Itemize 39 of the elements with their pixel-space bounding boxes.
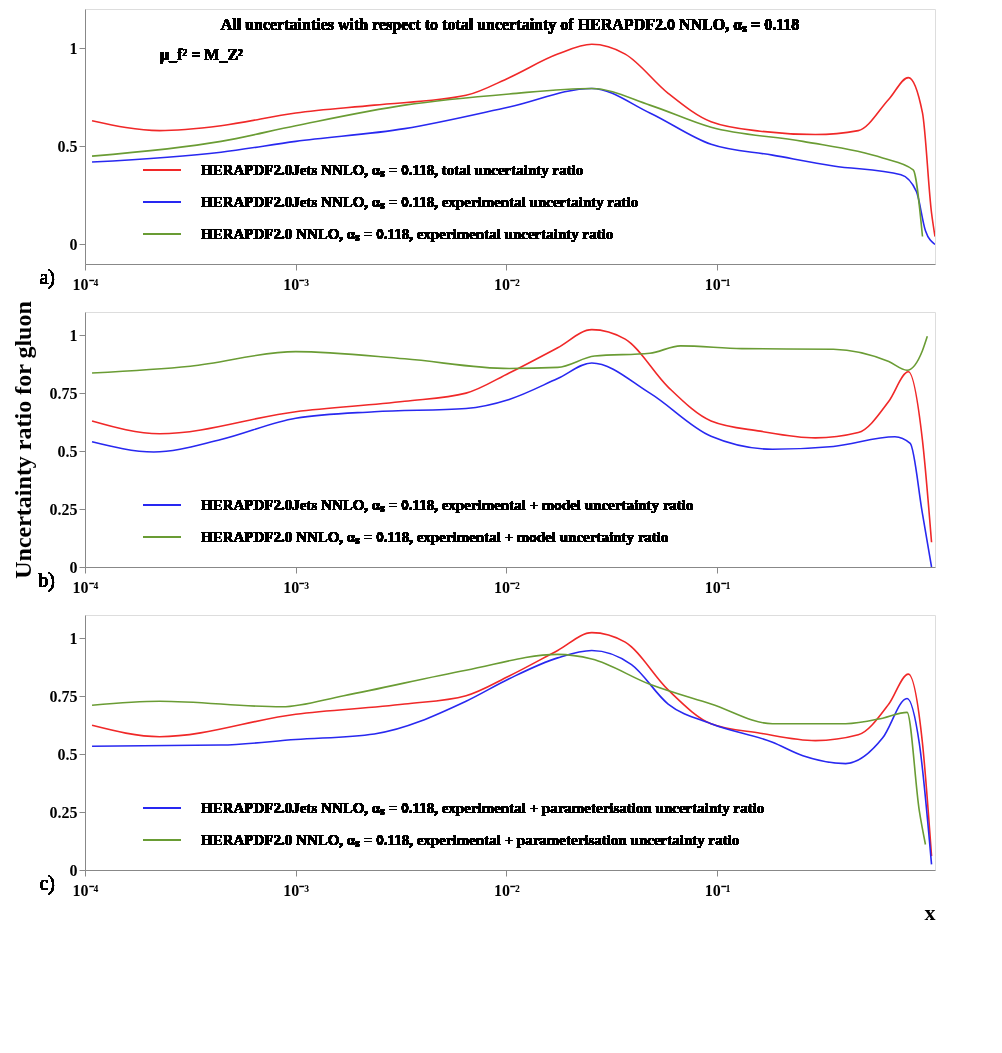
- text: b): [38, 569, 55, 592]
- legend-label: HERAPDF2.0Jets NNLO, αₛ = 0.118, experimental + model uncertainty ratio: [201, 497, 694, 513]
- x-tick-label: 10⁻⁴: [72, 275, 99, 293]
- x-axis-title: x: [924, 899, 936, 925]
- y-tick-label: 0: [69, 558, 78, 576]
- legend-label: HERAPDF2.0Jets NNLO, αₛ = 0.118, total uncertainty ratio: [201, 162, 584, 178]
- x-tick-label: 10⁻²: [494, 275, 521, 293]
- chart-title: All uncertainties with respect to total uncertainty of HERAPDF2.0 NNLO, αₛ = 0.118: [220, 16, 800, 34]
- y-tick-label: 0.5: [57, 137, 78, 155]
- legend-label: HERAPDF2.0 NNLO, αₛ = 0.118, experimental uncertainty ratio: [201, 226, 614, 242]
- y-axis-title: Uncertainty ratio for gluon: [9, 301, 36, 579]
- x-tick-label: 10⁻²: [494, 881, 521, 899]
- text: c): [39, 872, 55, 895]
- y-tick-label: 0.5: [57, 745, 78, 763]
- y-tick-label: 1: [69, 39, 78, 57]
- y-tick-label: 0.25: [49, 500, 78, 518]
- x-tick-label: 10⁻³: [283, 275, 310, 293]
- y-tick-label: 0.25: [49, 803, 78, 821]
- x-tick-label: 10⁻³: [283, 881, 310, 899]
- x-tick-label: 10⁻⁴: [72, 881, 99, 899]
- y-tick-label: 0.5: [57, 442, 78, 460]
- legend-label: HERAPDF2.0 NNLO, αₛ = 0.118, experimental + model uncertainty ratio: [201, 529, 669, 545]
- legend-label: HERAPDF2.0Jets NNLO, αₛ = 0.118, experimental + parameterisation uncertainty ratio: [201, 800, 765, 816]
- x-tick-label: 10⁻⁴: [72, 578, 99, 596]
- x-tick-label: 10⁻²: [494, 578, 521, 596]
- y-tick-label: 0.75: [49, 687, 78, 705]
- x-tick-label: 10⁻³: [283, 578, 310, 596]
- y-tick-label: 0: [69, 861, 78, 879]
- y-tick-label: 0: [69, 235, 78, 253]
- x-tick-label: 10⁻¹: [704, 881, 731, 899]
- text: μ_f² = M_Z²: [160, 46, 244, 64]
- y-tick-label: 1: [69, 629, 78, 647]
- y-tick-label: 0.75: [49, 384, 78, 402]
- legend-label: HERAPDF2.0Jets NNLO, αₛ = 0.118, experimental uncertainty ratio: [201, 194, 639, 210]
- x-tick-label: 10⁻¹: [704, 578, 731, 596]
- y-tick-label: 1: [69, 326, 78, 344]
- legend-label: HERAPDF2.0 NNLO, αₛ = 0.118, experimental + parameterisation uncertainty ratio: [201, 832, 740, 848]
- x-tick-label: 10⁻¹: [704, 275, 731, 293]
- text: a): [39, 266, 55, 289]
